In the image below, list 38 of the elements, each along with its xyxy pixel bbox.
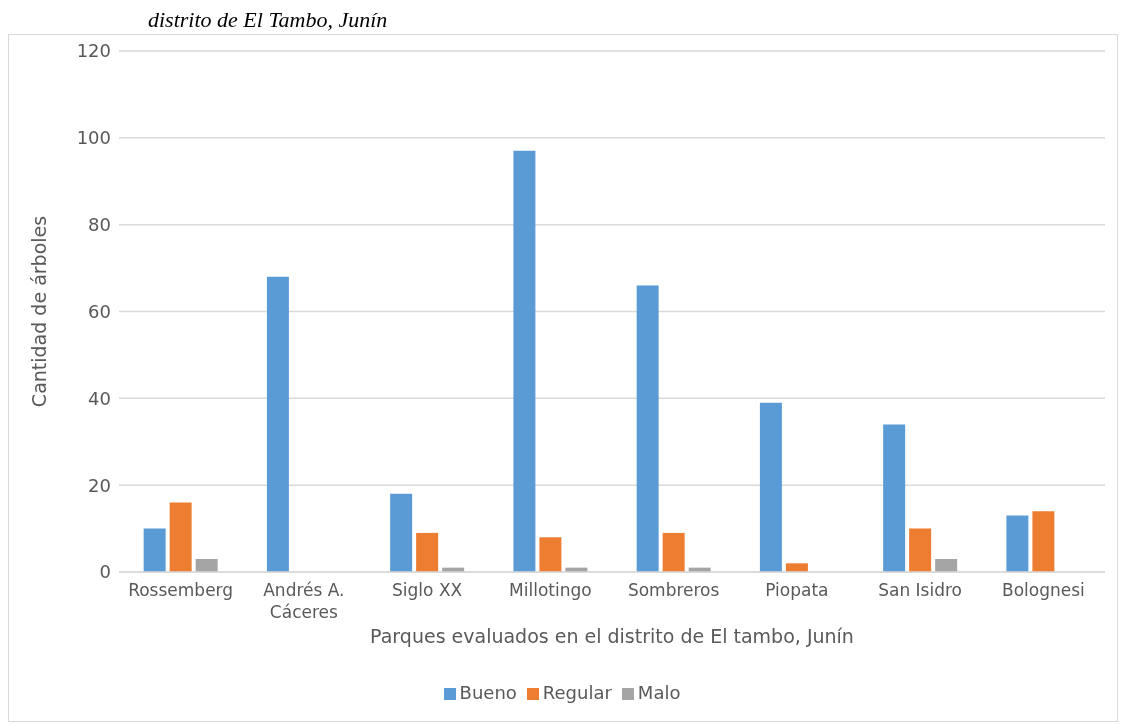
legend-label: Regular — [542, 682, 612, 703]
bar — [759, 402, 782, 572]
bar — [909, 528, 932, 572]
bar — [390, 493, 413, 572]
y-axis-title: Cantidad de árboles — [27, 215, 50, 408]
x-tick-label: Rossemberg — [128, 580, 234, 600]
x-tick-label: Andrés A. Cáceres — [263, 580, 345, 622]
bar — [636, 285, 659, 572]
bar — [539, 537, 562, 572]
bar — [143, 528, 166, 572]
x-tick-label: Siglo XX — [392, 580, 463, 600]
y-tick-label: 40 — [88, 387, 111, 409]
legend-label: Malo — [637, 682, 681, 703]
y-tick-label: 120 — [76, 40, 111, 62]
bar — [416, 532, 439, 572]
bar — [513, 150, 536, 572]
x-tick-label: San Isidro — [878, 580, 963, 600]
bar — [935, 558, 958, 572]
bar — [785, 563, 808, 572]
x-tick-label: Piopata — [765, 580, 829, 600]
bar — [883, 424, 906, 572]
y-tick-label: 100 — [76, 127, 111, 149]
y-tick-label: 60 — [88, 300, 111, 322]
bar — [195, 558, 218, 572]
bar — [1006, 515, 1029, 572]
bar — [266, 276, 289, 572]
x-tick-label: Millotingo — [509, 580, 592, 600]
bar — [1032, 511, 1055, 572]
y-tick-label: 80 — [88, 214, 111, 236]
x-tick-label: Bolognesi — [1001, 580, 1085, 600]
bar — [169, 502, 192, 572]
x-axis-title: Parques evaluados en el distrito de El tambo, Junín — [370, 625, 854, 648]
bar — [662, 532, 685, 572]
chart-title: distrito de El Tambo, Junín — [148, 7, 388, 32]
y-tick-label: 0 — [99, 561, 111, 583]
x-tick-label: Sombreros — [627, 580, 720, 600]
legend-label: Bueno — [459, 682, 517, 703]
y-tick-label: 20 — [88, 474, 111, 496]
